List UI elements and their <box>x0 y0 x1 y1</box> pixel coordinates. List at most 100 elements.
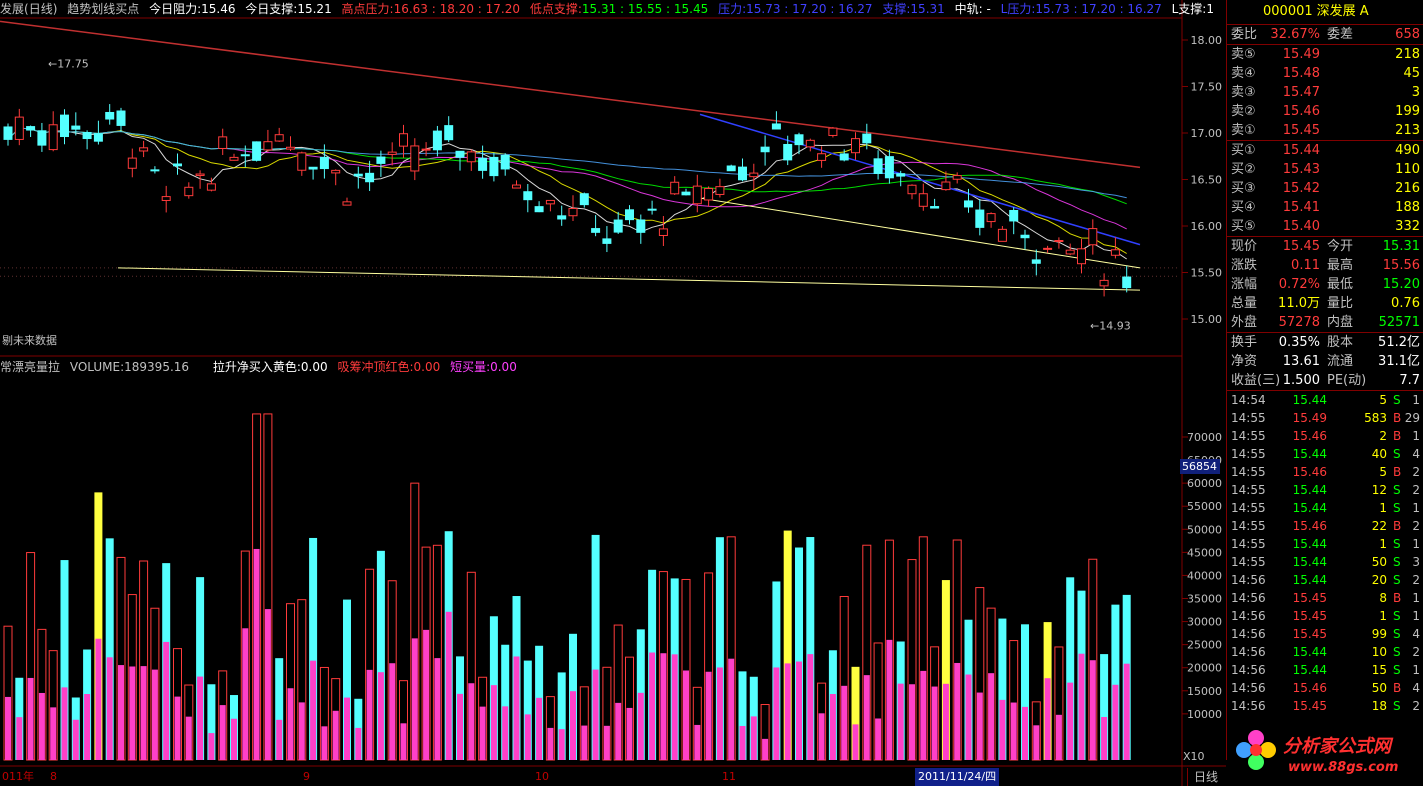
tick-row: 14:55 15.44 1 S 1 <box>1227 535 1423 553</box>
tick-count: 2 <box>1412 465 1420 479</box>
volume-short-bar <box>1078 653 1085 760</box>
resistance-trendline <box>0 20 1141 169</box>
volume-short-bar <box>490 685 497 760</box>
resist-value: 15.46 <box>201 2 236 16</box>
tick-direction: B <box>1393 411 1402 425</box>
fund-row: 换手 0.35% 股本 51.2亿 <box>1227 333 1423 352</box>
fund-label: 收益(三) <box>1231 373 1281 388</box>
tick-row: 14:55 15.46 5 B 2 <box>1227 463 1423 481</box>
stat-value: 15.45 <box>1282 239 1320 254</box>
candle-body <box>60 114 69 138</box>
candle-body <box>376 156 386 164</box>
tick-direction: B <box>1393 681 1402 695</box>
volume-short-bar <box>841 685 848 760</box>
volume-short-bar <box>999 699 1006 760</box>
stat-label: 总量 <box>1231 296 1258 311</box>
volume-short-bar <box>118 665 124 760</box>
candle-body <box>771 123 781 130</box>
volume-short-bar <box>875 718 882 760</box>
fund-label: 净资 <box>1231 354 1258 369</box>
tick-time: 14:56 <box>1231 663 1266 677</box>
volume-short-bar <box>434 658 441 760</box>
volume-short-bar <box>457 693 463 760</box>
candle-body <box>613 219 623 233</box>
candle-body <box>139 147 149 152</box>
tick-time: 14:55 <box>1231 483 1266 497</box>
candle-body <box>557 215 567 220</box>
price-tick-label: 17.50 <box>1191 81 1223 94</box>
kline-volume-chart[interactable]: 18.00 17.50 17.00 16.50 16.00 15.50 15.00 7000… <box>0 0 1226 786</box>
high-annotation: ←17.75 <box>48 57 89 70</box>
volume-short-bar <box>603 725 610 760</box>
tick-count: 2 <box>1412 573 1420 587</box>
sell-price: 15.47 <box>1282 85 1320 100</box>
candle-body <box>342 201 352 206</box>
tick-volume: 12 <box>1371 483 1387 497</box>
tick-count: 4 <box>1412 627 1420 641</box>
candle-body <box>1099 279 1109 287</box>
volume-short-bar <box>411 638 418 760</box>
tick-list[interactable]: 14:54 15.44 5 S 1 14:55 15.49 583 B 29 14:55 15.46 2… <box>1227 391 1423 715</box>
candle-body <box>884 156 894 179</box>
tick-price: 15.46 <box>1292 465 1327 479</box>
moving-average-line <box>7 127 1127 254</box>
logo-text: 分析家公式网 <box>1283 736 1391 757</box>
buy-orders: 买① 15.44 490 买② 15.43 110 买③ 15.42 216 买④ 15.41… <box>1227 141 1423 237</box>
volume-short-bar <box>423 629 430 760</box>
sell-label: 卖④ <box>1231 66 1256 81</box>
candle-body <box>975 209 985 228</box>
indicator-header: 发展(日线) 趋势划线买点 今日阻力:15.46 今日支撑:15.21 高点压力… <box>0 0 1225 18</box>
volume-short-bar <box>84 694 91 760</box>
candle-body <box>444 125 454 141</box>
tick-time: 14:55 <box>1231 519 1266 533</box>
volume-short-bar <box>1089 660 1096 760</box>
tick-row: 14:55 15.44 12 S 2 <box>1227 481 1423 499</box>
tick-time: 14:56 <box>1231 681 1266 695</box>
tick-direction: B <box>1393 465 1402 479</box>
tick-volume: 10 <box>1371 645 1387 659</box>
tick-price: 15.44 <box>1292 555 1327 569</box>
volume-bar <box>60 560 69 760</box>
tick-price: 15.46 <box>1292 429 1327 443</box>
candle-body <box>964 200 973 208</box>
volume-short-bar <box>626 707 633 760</box>
price-tick-label: 16.00 <box>1191 220 1223 233</box>
fund-value: 51.2亿 <box>1378 335 1420 350</box>
lsup-value: 1 <box>1206 2 1214 16</box>
stock-fullname: 深发展 A <box>1316 4 1369 19</box>
tick-row: 14:55 15.46 2 B 1 <box>1227 427 1423 445</box>
volume-header: 常漂亮量拉 VOLUME:189395.16 拉升净买入黄色:0.00 吸筹冲顶… <box>0 358 1180 376</box>
stock-name: 发展 <box>0 2 25 16</box>
sell-volume: 199 <box>1395 104 1420 119</box>
tick-volume: 583 <box>1364 411 1387 425</box>
price-stats: 现价 15.45 今开 15.31 涨跌 0.11 最高 15.56 涨幅 0.72% 最低 15… <box>1227 237 1423 333</box>
volume-short-bar <box>355 727 362 760</box>
tick-volume: 2 <box>1379 429 1387 443</box>
volume-title: 常漂亮量拉 <box>0 360 61 374</box>
volume-short-bar <box>581 725 588 760</box>
fund-label: PE(动) <box>1327 373 1367 388</box>
volume-short-bar <box>897 683 904 760</box>
tick-volume: 8 <box>1379 591 1387 605</box>
lpress-values: 15.73 : 17.20 : 16.27 <box>1035 2 1162 16</box>
volume-short-bar <box>716 667 723 760</box>
tick-count: 1 <box>1412 429 1420 443</box>
candle-body <box>365 172 375 183</box>
tick-price: 15.44 <box>1292 663 1327 677</box>
volume-bar <box>94 492 103 760</box>
stat-value: 57278 <box>1278 315 1320 330</box>
buy-price: 15.43 <box>1282 162 1320 177</box>
date-month-9: 9 <box>303 770 310 783</box>
tick-row: 14:56 15.45 99 S 4 <box>1227 625 1423 643</box>
quote-title: 000001 深发展 A <box>1227 0 1423 25</box>
candle-body <box>658 228 668 236</box>
tick-direction: S <box>1393 627 1401 641</box>
sell-volume: 3 <box>1411 85 1420 100</box>
candle-body <box>749 172 759 178</box>
tick-row: 14:56 15.44 10 S 2 <box>1227 643 1423 661</box>
period-tab[interactable]: 日线 <box>1187 768 1224 786</box>
stat-label: 外盘 <box>1231 315 1258 330</box>
indicator-name: 趋势划线买点 <box>67 2 140 16</box>
volume-short-bar <box>863 675 870 760</box>
candle-body <box>647 208 657 211</box>
